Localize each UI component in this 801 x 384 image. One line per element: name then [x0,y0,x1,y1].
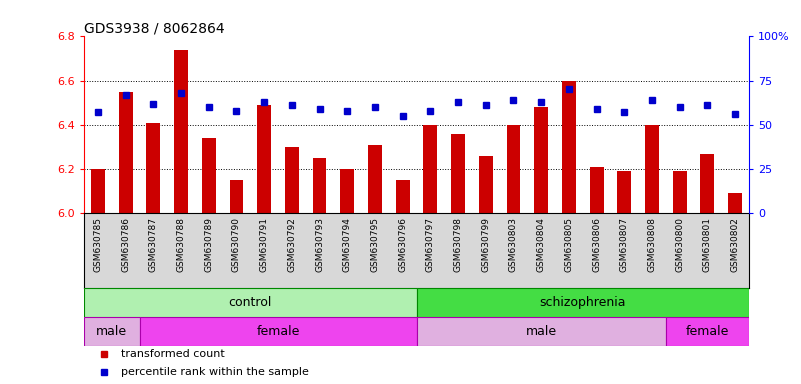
Bar [84,288,417,317]
Bar [84,317,139,346]
Text: GSM630801: GSM630801 [703,217,712,272]
Bar [312,158,327,213]
Bar [174,50,188,213]
Text: female: female [256,325,300,338]
Text: GSM630795: GSM630795 [371,217,380,272]
Text: GSM630800: GSM630800 [675,217,684,272]
Bar [417,288,749,317]
Bar [202,138,215,213]
Text: GSM630789: GSM630789 [204,217,213,272]
Text: GSM630803: GSM630803 [509,217,518,272]
Text: GSM630805: GSM630805 [565,217,574,272]
Text: male: male [96,325,127,338]
Text: GSM630788: GSM630788 [176,217,186,272]
Text: GSM630796: GSM630796 [398,217,407,272]
Text: GSM630807: GSM630807 [620,217,629,272]
Text: GSM630787: GSM630787 [149,217,158,272]
Bar [285,147,299,213]
Bar [728,193,742,213]
Text: GSM630785: GSM630785 [94,217,103,272]
Text: GSM630804: GSM630804 [537,217,545,272]
Bar [396,180,409,213]
Bar [424,125,437,213]
Bar [700,154,714,213]
Bar [590,167,603,213]
Text: schizophrenia: schizophrenia [540,296,626,309]
Text: GSM630797: GSM630797 [426,217,435,272]
Text: transformed count: transformed count [121,349,224,359]
Bar [479,156,493,213]
Text: GSM630806: GSM630806 [592,217,601,272]
Text: GDS3938 / 8062864: GDS3938 / 8062864 [84,22,225,35]
Text: GSM630790: GSM630790 [232,217,241,272]
Bar [618,171,631,213]
Bar [257,105,271,213]
Bar [673,171,686,213]
Text: GSM630798: GSM630798 [453,217,462,272]
Text: GSM630799: GSM630799 [481,217,490,272]
Bar [91,169,105,213]
Bar [230,180,244,213]
Bar [368,145,382,213]
Bar [119,92,133,213]
Text: GSM630786: GSM630786 [121,217,130,272]
Text: GSM630793: GSM630793 [315,217,324,272]
Bar [451,134,465,213]
Text: male: male [525,325,557,338]
Text: percentile rank within the sample: percentile rank within the sample [121,366,308,377]
Text: GSM630794: GSM630794 [343,217,352,272]
Bar [666,317,749,346]
Bar [506,125,521,213]
Bar [534,107,548,213]
Text: GSM630792: GSM630792 [288,217,296,272]
Bar [645,125,659,213]
Bar [562,81,576,213]
Bar [340,169,354,213]
Text: GSM630791: GSM630791 [260,217,268,272]
Text: GSM630802: GSM630802 [731,217,739,272]
Bar [139,317,417,346]
Bar [147,122,160,213]
Text: control: control [228,296,272,309]
Text: female: female [686,325,729,338]
Bar [417,317,666,346]
Text: GSM630808: GSM630808 [647,217,657,272]
